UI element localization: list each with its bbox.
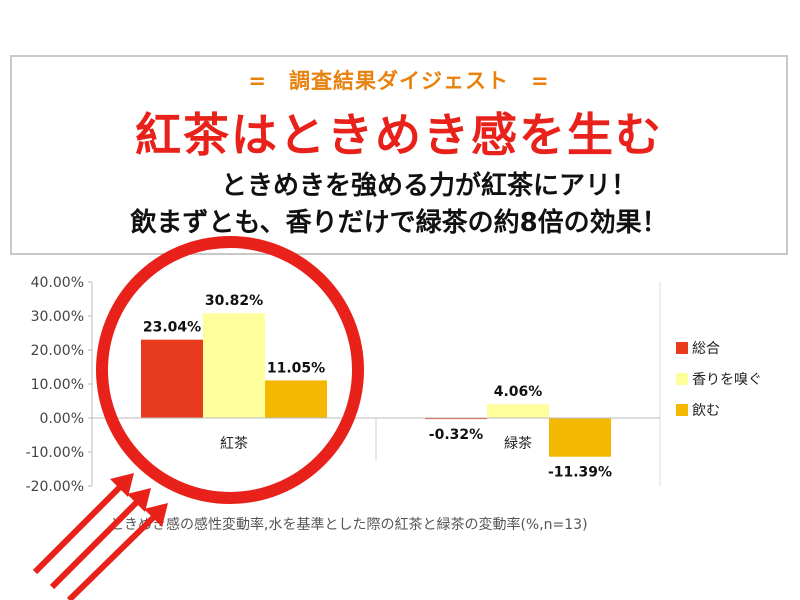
y-tick-label: 20.00% <box>31 343 84 359</box>
legend-label: 総合 <box>692 341 720 357</box>
y-tick-label: 0.00% <box>40 411 84 427</box>
bar <box>487 404 549 418</box>
legend-swatch <box>676 404 688 416</box>
bar <box>141 339 203 418</box>
bar-chart: 40.00% 30.00% 20.00% 10.00% 0.00% -10.00% -20.… <box>26 275 762 495</box>
digest-header-box: = 調査結果ダイジェスト = 紅茶はときめき感を生む ときめきを強める力が紅茶に… <box>10 55 788 255</box>
category-label: 緑茶 <box>504 436 532 452</box>
chart-caption: ときめき感の感性変動率,水を基準とした際の紅茶と緑茶の変動率(%,n=13) <box>110 517 588 533</box>
legend-label: 飲む <box>692 403 720 419</box>
data-label: 30.82% <box>205 293 263 309</box>
category-label: 紅茶 <box>220 436 248 452</box>
data-label: 23.04% <box>143 320 201 336</box>
subheadline-1: ときめきを強める力が紅茶にアリ！ <box>220 171 637 201</box>
legend-swatch <box>676 342 688 354</box>
bar <box>203 313 265 418</box>
legend-label: 香りを嗅ぐ <box>692 372 762 388</box>
y-tick-label: -10.00% <box>26 445 84 461</box>
data-label: -11.39% <box>548 465 612 481</box>
digest-title: = 調査結果ダイジェスト = <box>248 69 550 93</box>
bar <box>265 380 327 418</box>
y-tick-label: 10.00% <box>31 377 84 393</box>
bar <box>425 418 487 420</box>
data-label: 4.06% <box>494 384 543 400</box>
data-label: -0.32% <box>429 427 483 443</box>
data-label: 11.05% <box>267 360 325 376</box>
subheadline-2: 飲まずとも、香りだけで緑茶の約8倍の効果！ <box>130 208 668 238</box>
y-tick-label: 40.00% <box>31 275 84 291</box>
bar <box>549 418 611 457</box>
legend-swatch <box>676 373 688 385</box>
y-tick-label: 30.00% <box>31 309 84 325</box>
y-tick-label: -20.00% <box>26 479 84 495</box>
headline: 紅茶はときめき感を生む <box>135 108 663 162</box>
